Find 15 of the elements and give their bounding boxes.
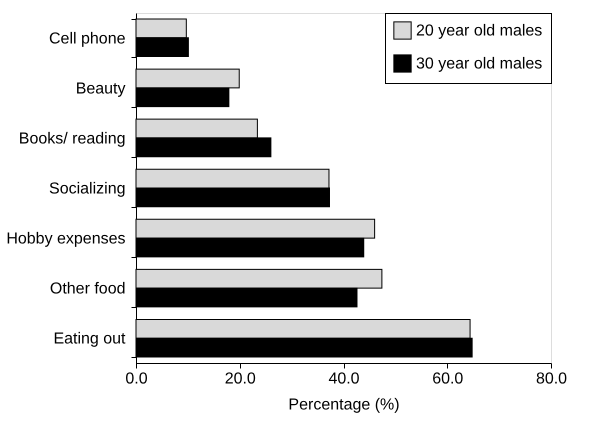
y-tick-label: Eating out [53,330,126,348]
y-tick-label: Cell phone [49,30,126,48]
x-tick-label: 40.0 [328,370,360,388]
legend-label: 30 year old males [416,56,542,72]
y-tick-label: Other food [50,280,126,298]
y-tick-label: Books/ reading [18,130,126,148]
y-tick-label: Hobby expenses [6,230,126,248]
legend-label: 20 year old males [416,22,542,40]
x-tick-label: 0.0 [125,370,148,388]
x-tick-label: 60.0 [432,370,464,388]
x-axis-title: Percentage (%) [288,396,400,414]
x-tick-label: 20.0 [224,370,256,388]
y-tick-label: Socializing [49,180,126,198]
y-tick-label: Beauty [76,80,126,98]
x-tick-label: 80.0 [536,370,568,388]
